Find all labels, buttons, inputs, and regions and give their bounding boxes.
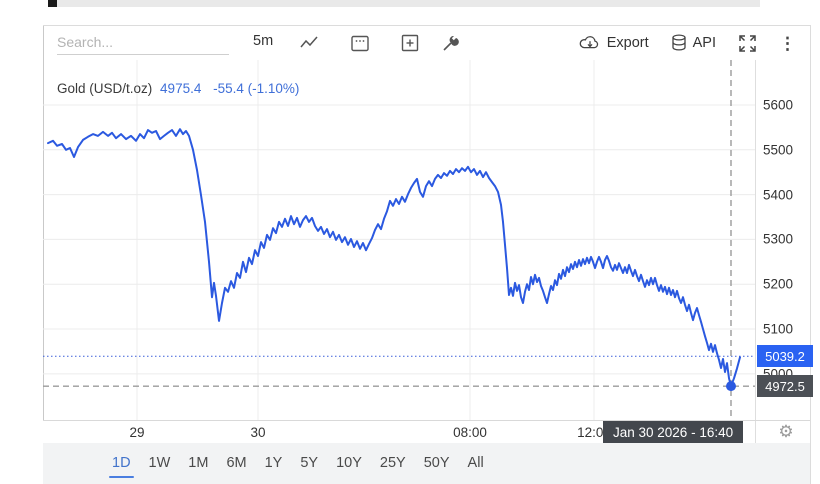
chart-settings-gear-icon[interactable]: ⚙ (778, 422, 794, 441)
range-tab-1w[interactable]: 1W (148, 454, 171, 471)
x-axis-scale[interactable]: Jan 30 2026 - 16:40 29 30 08:00 12:00 (43, 421, 755, 443)
fullscreen-button[interactable] (738, 34, 757, 53)
y-axis-tick-label: 5100 (763, 321, 794, 337)
range-tab-1m[interactable]: 1M (188, 454, 209, 471)
price-line-series (47, 128, 741, 388)
range-tab-5y[interactable]: 5Y (300, 454, 319, 471)
interval-selector[interactable]: 5m (253, 33, 274, 49)
x-axis-tick-label: 29 (129, 425, 145, 440)
y-axis-tick-label: 5500 (763, 142, 794, 158)
panel-right-border (810, 25, 811, 484)
fullscreen-expand-icon (739, 34, 756, 52)
panel-top-border (43, 25, 810, 26)
range-tab-50y[interactable]: 50Y (423, 454, 450, 471)
chart-toolbar: 5m (44, 26, 810, 60)
instrument-name: Gold (USD/t.oz) (57, 81, 153, 96)
tools-wrench-icon[interactable] (441, 33, 461, 53)
crosshair-date-tooltip: Jan 30 2026 - 16:40 (603, 421, 744, 443)
more-menu-button[interactable]: ⋮ (779, 33, 796, 53)
range-tab-25y[interactable]: 25Y (379, 454, 406, 471)
calendar-icon[interactable] (350, 33, 370, 53)
range-tab-all[interactable]: All (467, 454, 484, 471)
api-button[interactable]: API (671, 34, 716, 52)
y-axis-tick-label: 5300 (763, 231, 794, 247)
x-axis-tick-label: 12:00 (577, 425, 611, 440)
line-chart-type-icon[interactable] (299, 33, 319, 53)
top-edge-strip (57, 0, 760, 7)
toolbar-right-group: Export API ⋮ (579, 31, 796, 55)
y-axis-separator (755, 60, 756, 443)
instrument-price: 4975.4 (160, 81, 202, 96)
y-axis-scale[interactable]: 5600 5500 5400 5300 5200 5100 5000 5039.2 4972.5 (756, 60, 813, 420)
export-cloud-icon (579, 36, 598, 49)
x-axis-line (43, 420, 810, 421)
y-axis-tick-label: 5600 (763, 97, 794, 113)
panel-left-border (43, 25, 44, 443)
y-axis-tick-label: 5400 (763, 187, 794, 203)
range-tab-6m[interactable]: 6M (226, 454, 247, 471)
range-tab-1y[interactable]: 1Y (264, 454, 283, 471)
x-axis-tick-label: 30 (250, 425, 266, 440)
instrument-header: Gold (USD/t.oz) 4975.4 -55.4 (-1.10%) (57, 81, 299, 96)
add-indicator-icon[interactable] (400, 33, 420, 53)
search-input[interactable] (57, 32, 229, 55)
range-tab-10y[interactable]: 10Y (336, 454, 362, 471)
api-database-icon (671, 34, 686, 51)
current-price-badge: 5039.2 (757, 345, 813, 368)
price-chart-plot[interactable] (43, 60, 755, 420)
x-axis-tick-label: 08:00 (453, 425, 487, 440)
top-edge-cursor (48, 0, 57, 7)
crosshair-price-badge: 4972.5 (757, 375, 813, 398)
export-button[interactable]: Export (579, 35, 649, 51)
range-tab-bar: 1D 1W 1M 6M 1Y 5Y 10Y 25Y 50Y All (43, 443, 810, 484)
api-label: API (692, 35, 716, 51)
instrument-change: -55.4 (-1.10%) (213, 81, 300, 96)
export-label: Export (606, 35, 649, 51)
range-tab-1d[interactable]: 1D (103, 449, 140, 479)
search-field-wrap (57, 32, 229, 55)
crosshair-marker-dot (726, 381, 736, 392)
y-axis-tick-label: 5200 (763, 276, 794, 292)
